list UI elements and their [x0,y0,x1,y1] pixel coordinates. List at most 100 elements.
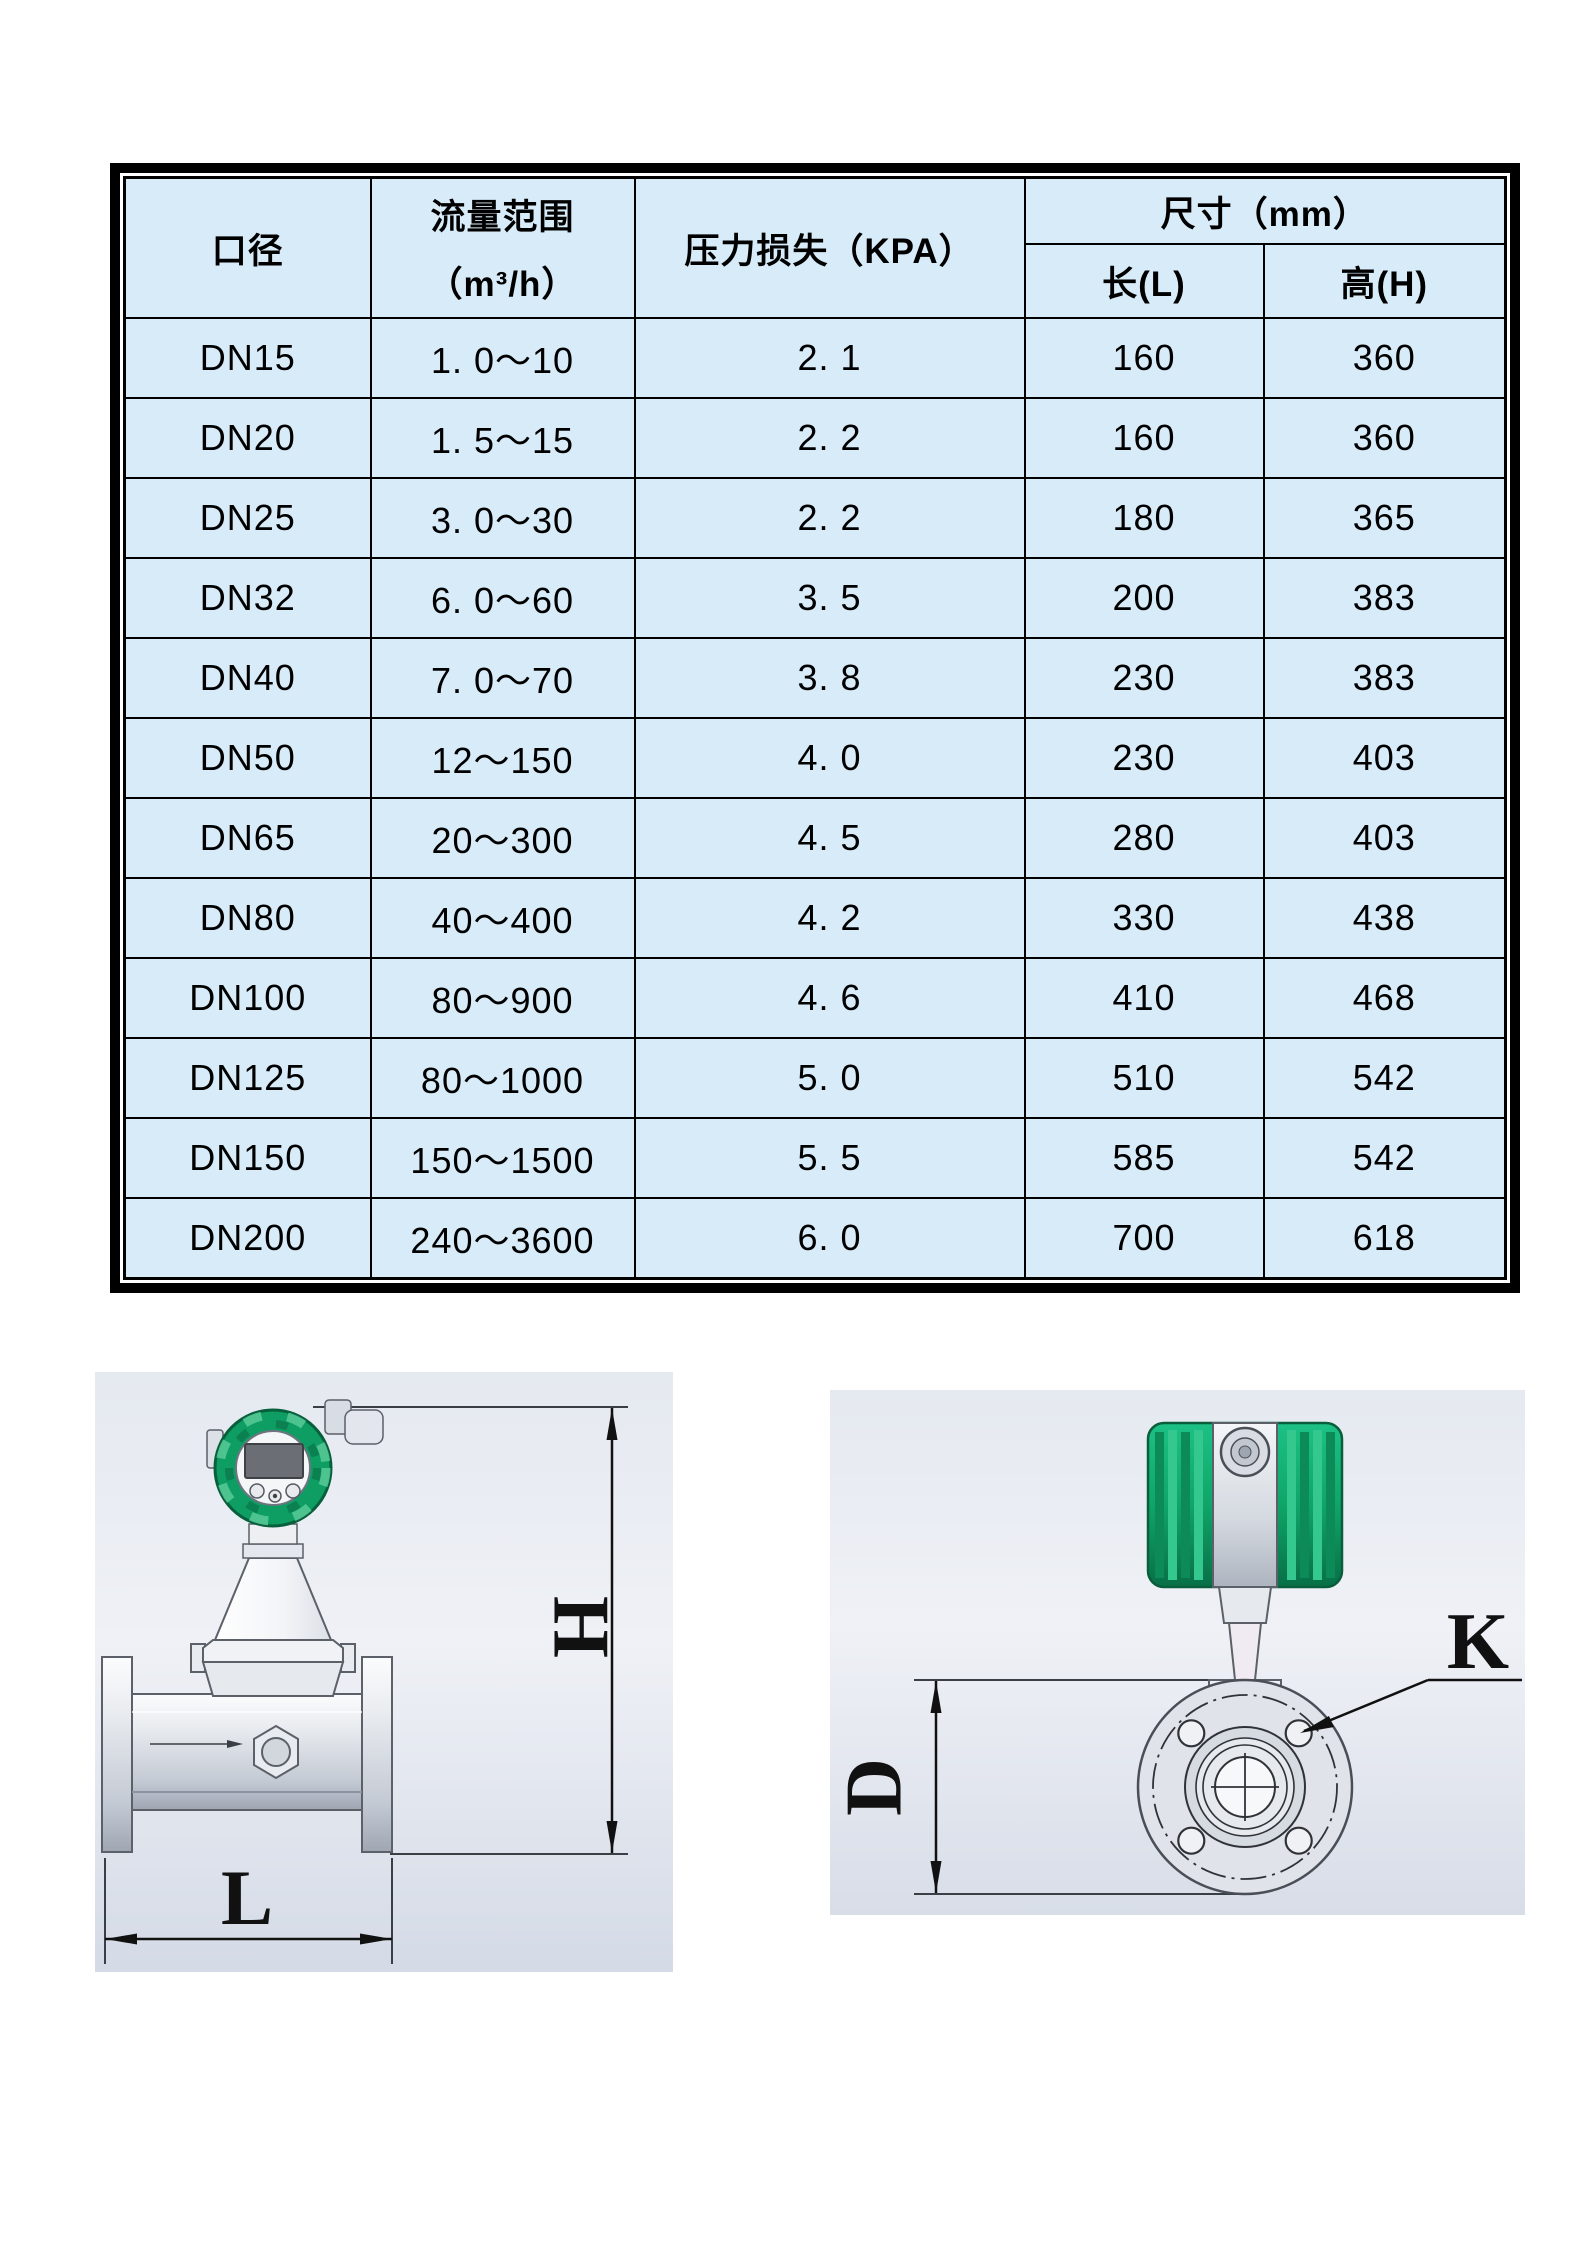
dimension-l: L [104,1854,393,1964]
callout-k: K [1300,1598,1522,1733]
cell-kpa: 4. 2 [633,877,1026,959]
header-flow-range: 流量范围 （m³/h） [369,176,636,319]
flange-dashdot-circle [1152,1694,1338,1880]
cell-h: 542 [1262,1037,1507,1119]
cell-flow: 40～400 [369,877,636,959]
cell-l: 280 [1023,797,1265,879]
cell-dn: DN80 [123,877,372,959]
cell-h: 365 [1262,477,1507,559]
table-row: DN50 12～150 4. 0 230 403 [123,717,1507,799]
table-row: DN32 6. 0～60 3. 5 200 383 [123,557,1507,639]
hex-adapter [1217,1586,1273,1624]
lcd-display [244,1443,304,1479]
h-arrow-down-icon [606,1821,618,1853]
l-arrow-left-icon [105,1933,137,1945]
cell-dn: DN65 [123,797,372,879]
transmitter-barrel [1146,1421,1344,1589]
cell-kpa: 4. 5 [633,797,1026,879]
flow-direction-arrow-icon [227,1740,243,1748]
l-arrow-right-icon [360,1933,392,1945]
cell-dn: DN32 [123,557,372,639]
front-view-drawing: D K [830,1390,1525,1915]
table-row: DN25 3. 0～30 2. 2 180 365 [123,477,1507,559]
cell-flow: 20～300 [369,797,636,879]
front-view-panel: D K [830,1390,1525,1915]
cell-dn: DN50 [123,717,372,799]
d-arrow-down-icon [930,1861,942,1893]
l-dimension-label: L [221,1854,273,1941]
k-leader-arrow-icon [1300,1716,1334,1733]
right-flange [361,1656,393,1853]
table-row: DN80 40～400 4. 2 330 438 [123,877,1507,959]
side-view-drawing: H L [95,1372,673,1972]
cell-flow: 80～1000 [369,1037,636,1119]
cell-kpa: 3. 8 [633,637,1026,719]
cell-kpa: 4. 6 [633,957,1026,1039]
cell-dn: DN200 [123,1197,372,1280]
cell-h: 383 [1262,557,1507,639]
meter-pipe-body [101,1656,393,1853]
cell-flow: 240～3600 [369,1197,636,1280]
cell-dn: DN20 [123,397,372,479]
cell-flow: 12～150 [369,717,636,799]
cell-l: 200 [1023,557,1265,639]
meter-bonnet [190,1639,356,1697]
dimension-d: D [830,1681,942,1893]
spec-table: 口径 流量范围 （m³/h） 压力损失（KPA） 尺寸（mm） 长(L) 高(H… [123,176,1507,1280]
spec-table-body: DN15 1. 0～10 2. 1 160 360 DN20 1. 5～15 2… [123,317,1507,1280]
header-length: 长(L) [1023,243,1265,319]
flange-face [1136,1678,1354,1896]
cell-kpa: 2. 1 [633,317,1026,399]
cell-l: 585 [1023,1117,1265,1199]
head-button-icon [285,1483,301,1499]
cell-l: 230 [1023,637,1265,719]
h-arrow-up-icon [606,1408,618,1440]
bolt-hole-icon [1177,1719,1206,1748]
table-row: DN65 20～300 4. 5 280 403 [123,797,1507,879]
bolt-hole-icon [1284,1719,1313,1748]
cell-l: 410 [1023,957,1265,1039]
d-dimension-label: D [830,1758,918,1816]
header-size-group: 尺寸（mm） [1023,176,1507,246]
neck-step [242,1543,304,1559]
cell-flow: 150～1500 [369,1117,636,1199]
cell-l: 700 [1023,1197,1265,1280]
k-callout-label: K [1447,1598,1509,1686]
cell-flow: 80～900 [369,957,636,1039]
bonnet-body [201,1661,345,1697]
cell-h: 438 [1262,877,1507,959]
cell-h: 360 [1262,397,1507,479]
cell-l: 510 [1023,1037,1265,1119]
cell-l: 160 [1023,317,1265,399]
cell-dn: DN100 [123,957,372,1039]
cell-l: 180 [1023,477,1265,559]
cell-dn: DN25 [123,477,372,559]
header-flow-line1: 流量范围 [430,198,575,237]
bolt-hole-icon [1284,1826,1313,1855]
cell-flow: 1. 0～10 [369,317,636,399]
transmitter-head [206,1399,384,1528]
dimension-h: H [537,1408,625,1853]
cell-h: 542 [1262,1117,1507,1199]
cell-h: 618 [1262,1197,1507,1280]
cell-kpa: 6. 0 [633,1197,1026,1280]
cable-gland-icon [344,1409,384,1445]
bonnet-collar [202,1639,344,1663]
cell-kpa: 2. 2 [633,477,1026,559]
cell-kpa: 3. 5 [633,557,1026,639]
cell-flow: 6. 0～60 [369,557,636,639]
table-row: DN15 1. 0～10 2. 1 160 360 [123,317,1507,399]
header-diameter: 口径 [123,176,372,319]
header-pressure-loss: 压力损失（KPA） [633,176,1026,319]
left-flange [101,1656,133,1853]
spec-table-frame: 口径 流量范围 （m³/h） 压力损失（KPA） 尺寸（mm） 长(L) 高(H… [110,163,1520,1293]
table-row: DN20 1. 5～15 2. 2 160 360 [123,397,1507,479]
d-arrow-up-icon [930,1681,942,1713]
pipe-hex-fitting [253,1724,299,1780]
cell-flow: 3. 0～30 [369,477,636,559]
cell-kpa: 4. 0 [633,717,1026,799]
cell-dn: DN150 [123,1117,372,1199]
table-row: DN40 7. 0～70 3. 8 230 383 [123,637,1507,719]
cell-flow: 1. 5～15 [369,397,636,479]
